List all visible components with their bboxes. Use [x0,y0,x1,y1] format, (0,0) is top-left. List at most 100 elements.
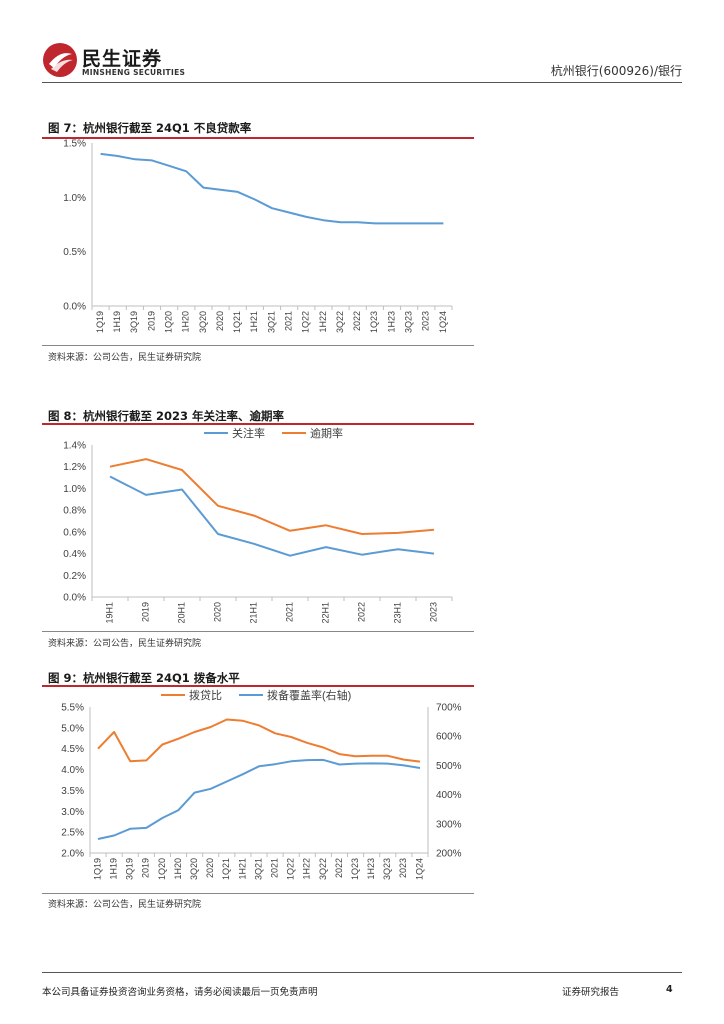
legend-label: 拨贷比 [189,688,222,702]
x-tick-label: 1Q20 [164,311,174,333]
figure-7-bottom-rule [42,345,474,346]
x-tick-label: 2023 [428,602,438,622]
x-tick-label: 1H19 [112,311,122,333]
x-tick-label: 1Q20 [157,858,167,880]
y-tick-label: 2.0% [61,849,84,860]
x-tick-label: 2023 [421,311,431,331]
npl-ratio-chart: 0.0% 0.5% 1.0% 1.5% 1Q19 1H19 3Q19 2019 1Q20 1H20… [63,139,453,333]
x-tick-label: 1H21 [249,311,259,333]
y-tick-label: 0.4% [63,549,86,560]
figure-8-source: 资料来源：公司公告，民生证券研究院 [48,639,202,649]
y-tick-label: 5.0% [61,723,84,734]
x-tick-label: 3Q20 [198,311,208,333]
x-tick-label: 1H20 [181,311,191,333]
x-tick-label: 2019 [140,602,150,622]
x-tick-label: 3Q19 [129,311,139,333]
y2-tick-label: 600% [436,732,462,743]
series-line-1 [97,758,421,840]
series-line-0 [100,152,444,225]
x-tick-label: 1H22 [318,311,328,333]
x-tick-label: 1Q24 [438,311,448,333]
legend-label: 逾期率 [310,426,343,440]
series-line-1 [109,458,435,535]
x-tick-label: 2019 [146,311,156,331]
x-tick-label: 3Q23 [404,311,414,333]
figure-9-source: 资料来源：公司公告，民生证券研究院 [48,900,202,910]
report-header-title: 杭州银行(600926)/银行 [550,64,682,78]
provision-chart: 2.0% 2.5% 3.0% 3.5% 4.0% 4.5% 5.0% 5.5% 200% 300%… [61,688,462,880]
x-tick-label: 2021 [284,602,294,622]
x-tick-label: 1H23 [366,858,376,880]
y-tick-label: 0.0% [63,593,86,604]
y-tick-label: 1.4% [63,441,86,452]
y2-tick-label: 200% [436,849,462,860]
y2-tick-label: 500% [436,761,462,772]
x-tick-label: 3Q20 [189,858,199,880]
y-tick-label: 4.5% [61,744,84,755]
series-line-0 [109,475,435,557]
y-tick-label: 0.6% [63,527,86,538]
x-tick-label: 1Q21 [232,311,242,333]
y-tick-label: 3.0% [61,807,84,818]
x-tick-label: 1Q21 [221,858,231,880]
attention-overdue-chart: 0.0% 0.2% 0.4% 0.6% 0.8% 1.0% 1.2% 1.4% 19H1 2019… [63,426,453,624]
y2-tick-label: 700% [436,703,462,714]
figure-8-bottom-rule [42,631,474,632]
y-tick-label: 1.0% [63,193,86,204]
company-logo: 民生证券 MINSHENG SECURITIES [42,42,192,82]
figure-7-title: 图 7：杭州银行截至 24Q1 不良贷款率 [48,121,252,135]
footer-disclaimer: 本公司具备证券投资咨询业务资格，请务必阅读最后一页免责声明 [42,987,318,998]
y-tick-label: 0.5% [63,247,86,258]
x-tick-label: 1Q19 [95,311,105,333]
series-line-0 [97,718,421,763]
y-tick-label: 0.2% [63,571,86,582]
logo-english-name: MINSHENG SECURITIES [82,68,186,77]
x-tick-label: 1Q19 [92,858,102,880]
y-tick-label: 0.8% [63,506,86,517]
logo-icon [43,43,77,77]
x-tick-label: 21H1 [248,602,258,624]
y-tick-label: 0.0% [63,302,86,313]
x-tick-label: 1Q22 [286,858,296,880]
x-tick-label: 2020 [215,311,225,331]
footer-report-type: 证券研究报告 [562,987,620,998]
x-tick-label: 2022 [356,602,366,622]
x-tick-label: 19H1 [104,602,114,624]
x-tick-label: 1Q22 [301,311,311,333]
y2-tick-label: 400% [436,790,462,801]
y-tick-label: 4.0% [61,765,84,776]
x-tick-label: 3Q21 [253,858,263,880]
figure-7-source: 资料来源：公司公告，民生证券研究院 [48,353,202,363]
x-tick-label: 23H1 [392,602,402,624]
legend-label: 关注率 [232,426,265,440]
x-tick-label: 2022 [352,311,362,331]
x-tick-label: 1Q23 [369,311,379,333]
x-tick-label: 1H22 [302,858,312,880]
x-tick-label: 3Q22 [335,311,345,333]
header-divider [42,82,682,83]
y-tick-label: 5.5% [61,703,84,714]
y-tick-label: 3.5% [61,786,84,797]
figure-9-title: 图 9：杭州银行截至 24Q1 拨备水平 [48,671,240,685]
legend-label: 拨备覆盖率(右轴) [267,688,351,702]
x-tick-label: 3Q22 [318,858,328,880]
x-tick-label: 20H1 [176,602,186,624]
y2-tick-label: 300% [436,819,462,830]
figure-9-title-rule [42,685,474,687]
x-tick-label: 1Q24 [414,858,424,880]
x-tick-label: 2022 [334,858,344,878]
x-tick-label: 1H23 [386,311,396,333]
x-tick-label: 1H20 [173,858,183,880]
x-tick-label: 3Q23 [382,858,392,880]
figure-8-title-rule [42,423,474,425]
figure-9-bottom-rule [42,893,474,894]
x-tick-label: 2021 [284,311,294,331]
logo-chinese-name: 民生证券 [82,48,163,70]
x-tick-label: 2021 [269,858,279,878]
figure-7-title-rule [42,137,474,139]
x-tick-label: 3Q21 [266,311,276,333]
x-tick-label: 2020 [212,602,222,622]
x-tick-label: 22H1 [320,602,330,624]
y-tick-label: 1.5% [63,139,86,150]
y-tick-label: 1.2% [63,462,86,473]
